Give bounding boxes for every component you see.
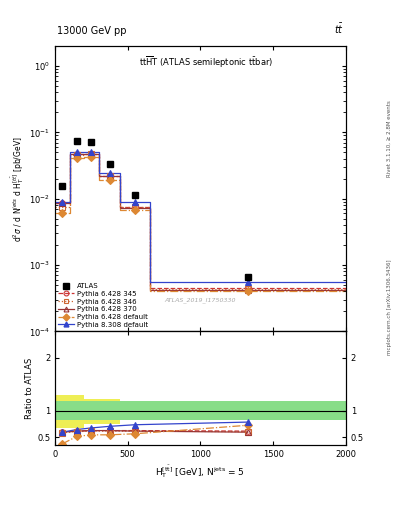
Y-axis label: d$^{2}\sigma$ / d N$^{jets}$ d H$_{T}^{[t\bar{t}]}$ [pb/GeV]: d$^{2}\sigma$ / d N$^{jets}$ d H$_{T}^{[…: [10, 136, 26, 242]
Legend: ATLAS, Pythia 6.428 345, Pythia 6.428 346, Pythia 6.428 370, Pythia 6.428 defaul: ATLAS, Pythia 6.428 345, Pythia 6.428 34…: [59, 283, 148, 328]
Y-axis label: Ratio to ATLAS: Ratio to ATLAS: [25, 358, 34, 419]
Text: Rivet 3.1.10, ≥ 2.8M events: Rivet 3.1.10, ≥ 2.8M events: [387, 100, 392, 177]
X-axis label: H$_{\mathrm{T}}^{[\mathrm{t\bar{t}}]}$ [GeV], N$^{\mathrm{jets}}$ = 5: H$_{\mathrm{T}}^{[\mathrm{t\bar{t}}]}$ […: [156, 463, 245, 480]
Text: ATLAS_2019_I1750330: ATLAS_2019_I1750330: [165, 297, 236, 303]
Text: tt$\overline{\mathrm{H}}$T (ATLAS semileptonic t$\bar{\mathrm{t}}$bar): tt$\overline{\mathrm{H}}$T (ATLAS semile…: [139, 55, 274, 70]
Text: $t\bar{t}$: $t\bar{t}$: [334, 22, 344, 36]
Text: mcplots.cern.ch [arXiv:1306.3436]: mcplots.cern.ch [arXiv:1306.3436]: [387, 260, 392, 355]
Text: 13000 GeV pp: 13000 GeV pp: [57, 26, 127, 36]
